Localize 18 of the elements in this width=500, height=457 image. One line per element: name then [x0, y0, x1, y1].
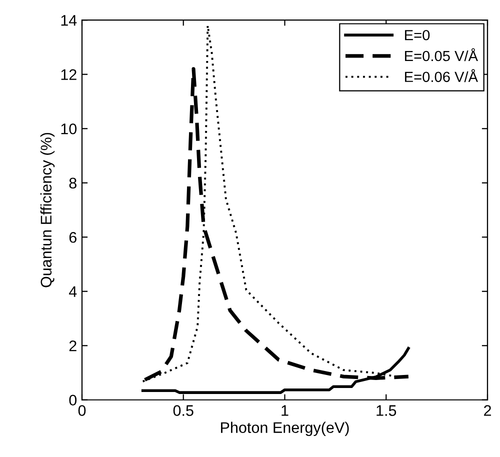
y-tick-label: 12	[61, 69, 76, 80]
x-tick-label: 2	[484, 405, 491, 416]
y-axis-title: Quantun Efficiency (%)	[40, 132, 55, 288]
x-tick-label: 1.5	[376, 405, 396, 416]
legend-label: E=0.05 V/Å	[405, 48, 478, 62]
y-tick-label: 14	[61, 15, 77, 26]
x-tick-label: 0	[78, 405, 86, 416]
y-tick-label: 10	[61, 123, 77, 134]
x-tick-label: 1	[282, 405, 288, 416]
legend-label: E=0.06 V/Å	[405, 69, 478, 82]
y-tick-label: 2	[69, 340, 76, 352]
legend-label: E=0	[405, 30, 430, 40]
y-tick-label: 8	[69, 178, 76, 189]
y-tick-label: 4	[68, 286, 77, 297]
x-tick-label: 0.5	[173, 405, 194, 416]
y-tick-label: 0	[69, 394, 77, 406]
x-axis-title: Photon Energy(eV)	[221, 422, 349, 436]
y-tick-label: 6	[69, 232, 76, 243]
